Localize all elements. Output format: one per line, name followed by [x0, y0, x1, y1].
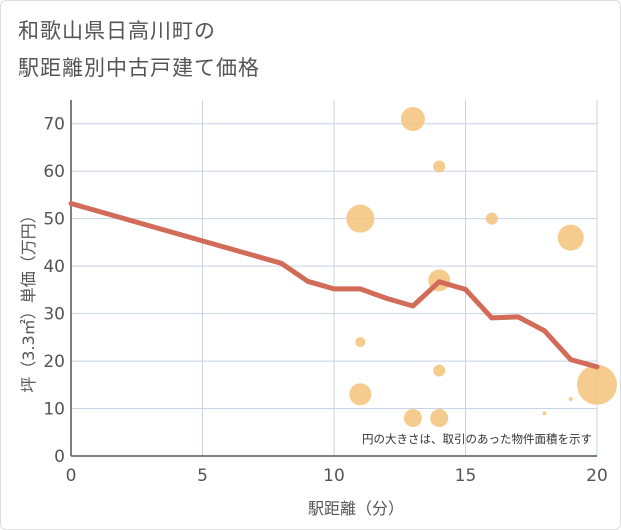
x-tick-label: 20 — [586, 466, 608, 486]
bubble-point — [355, 337, 366, 348]
chart-title-line2: 駅距離別中古戸建て価格 — [18, 56, 260, 80]
y-tick-label: 0 — [54, 447, 65, 467]
x-tick-label: 0 — [66, 466, 77, 486]
bubble-layer — [346, 106, 617, 428]
trend-line — [68, 201, 600, 370]
bubble-point — [433, 160, 446, 173]
y-tick-label: 10 — [43, 400, 65, 420]
tick-labels: 0 10 20 30 40 50 60 70 0 5 10 15 20 — [43, 115, 607, 486]
bubble-point — [542, 411, 547, 416]
y-tick-label: 40 — [43, 257, 65, 277]
y-axis-label: 坪（3.3㎡）単価（万円） — [19, 207, 38, 392]
bubble-point — [557, 224, 584, 251]
bubble-point — [568, 397, 573, 402]
axes — [70, 100, 597, 457]
bubble-point — [485, 212, 498, 225]
chart-title-line1: 和歌山県日高川町の — [18, 19, 216, 43]
x-axis-label: 駅距離（分） — [308, 499, 404, 518]
bubble-point — [349, 383, 372, 406]
bubble-point — [346, 204, 375, 233]
y-tick-label: 50 — [43, 210, 65, 230]
x-tick-label: 5 — [197, 466, 208, 486]
y-tick-label: 20 — [43, 352, 65, 372]
y-tick-label: 30 — [43, 305, 65, 325]
x-tick-label: 15 — [455, 466, 477, 486]
y-tick-label: 70 — [43, 115, 65, 135]
bubble-point — [400, 106, 425, 131]
y-tick-label: 60 — [43, 162, 65, 182]
bubble-point — [403, 409, 422, 428]
bubble-point — [430, 409, 449, 428]
x-tick-label: 10 — [323, 466, 345, 486]
grid — [71, 100, 598, 456]
bubble-point — [577, 364, 617, 405]
bubble-size-note: 円の大きさは、取引のあった物件面積を示す — [362, 432, 592, 446]
bubble-point — [433, 364, 446, 377]
trend-layer — [68, 201, 600, 370]
